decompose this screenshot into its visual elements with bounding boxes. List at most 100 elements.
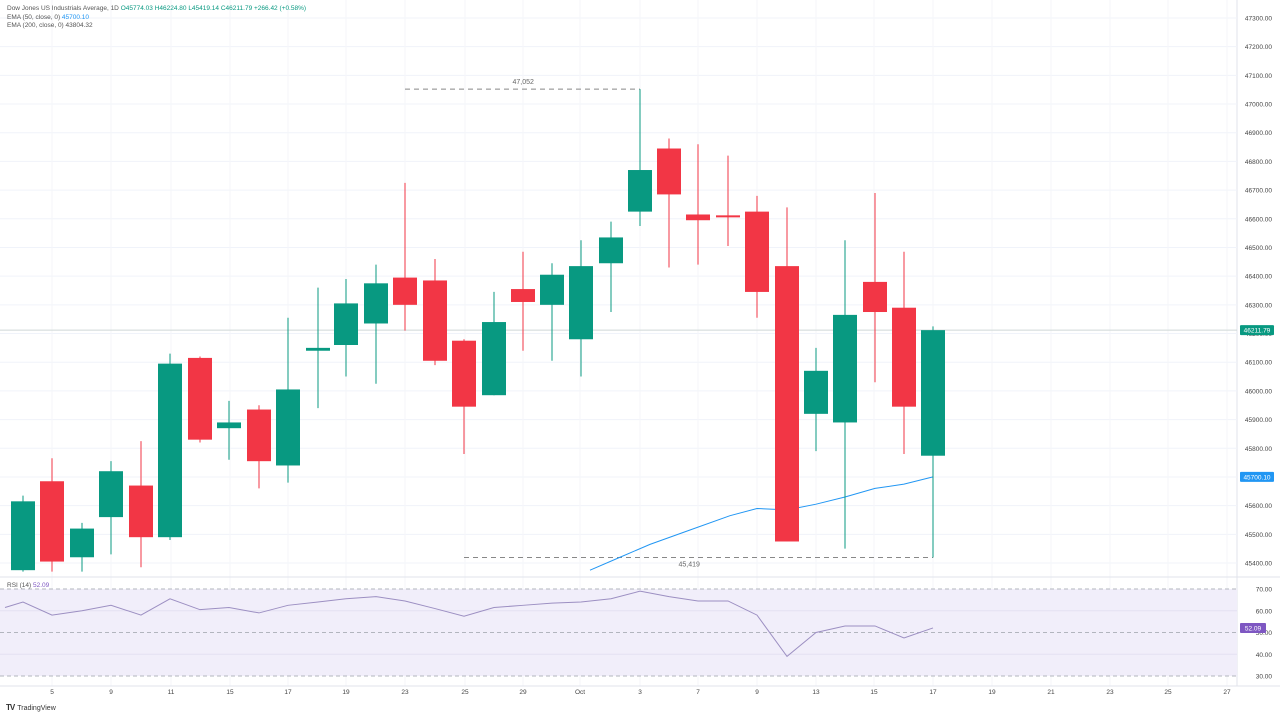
high-price-label: 47,052 <box>513 79 535 86</box>
candle <box>158 353 182 541</box>
price-tick-label: 45500.00 <box>1245 532 1272 539</box>
rsi-value-tag: 52.09 <box>1245 625 1262 632</box>
last-price-tag-bg <box>1240 325 1274 336</box>
candle <box>569 240 593 377</box>
candle-body <box>423 280 447 361</box>
candle-body <box>247 409 271 462</box>
time-tick-label: 21 <box>1047 689 1055 696</box>
candle-body <box>393 277 417 305</box>
candle-body <box>188 357 212 440</box>
rsi-value-tag-bg <box>1240 622 1266 633</box>
candle-body <box>217 422 241 429</box>
price-axis[interactable]: 45400.0045500.0045600.0045700.0045800.00… <box>1240 16 1274 568</box>
candle-body <box>99 471 123 518</box>
ema50-legend-row[interactable]: EMA (50, close, 0) 45700.10 <box>7 14 306 23</box>
tv-logo-icon: TV <box>6 703 15 712</box>
ema50-polyline <box>589 476 934 571</box>
tradingview-logo[interactable]: TV TradingView <box>6 703 56 712</box>
candle-body <box>569 266 593 340</box>
time-tick-label: 25 <box>1164 689 1172 696</box>
candle <box>40 458 64 572</box>
high-value: H46224.80 <box>154 5 187 12</box>
candle <box>745 195 769 318</box>
price-tick-label: 47200.00 <box>1245 44 1272 51</box>
time-tick-label: 15 <box>226 689 234 696</box>
candlestick-series <box>11 89 945 572</box>
rsi-line <box>4 590 934 658</box>
ema50-label: EMA (50, close, 0) <box>7 13 61 21</box>
candle-body <box>129 485 153 538</box>
time-tick-label: Oct <box>575 689 585 696</box>
time-tick-label: 23 <box>1106 689 1114 696</box>
open-value: O45774.03 <box>120 5 153 12</box>
candle-body <box>745 211 769 292</box>
change-value: +266.42 (+0.58%) <box>254 5 307 12</box>
ema50-value: 45700.10 <box>61 13 90 21</box>
candle-body <box>158 363 182 538</box>
candle-body <box>628 170 652 212</box>
brand-name: TradingView <box>17 705 56 712</box>
candle-body <box>482 322 506 396</box>
candle-body <box>833 314 857 423</box>
candle <box>511 251 535 351</box>
ema200-label: EMA (200, close, 0) <box>7 22 64 29</box>
price-tick-label: 46400.00 <box>1245 274 1272 281</box>
price-tick-label: 45600.00 <box>1245 503 1272 510</box>
price-tick-label: 46800.00 <box>1245 159 1272 166</box>
candle <box>657 138 681 268</box>
candle-body <box>863 281 887 313</box>
candle-body <box>70 528 94 558</box>
candle <box>804 347 828 452</box>
time-tick-label: 9 <box>109 689 113 696</box>
time-tick-label: 23 <box>401 689 409 696</box>
low-value: L45419.14 <box>188 5 220 12</box>
candle <box>599 221 623 313</box>
candle <box>921 326 945 558</box>
rsi-value: 52.09 <box>33 582 50 589</box>
candle <box>129 441 153 568</box>
time-tick-label: 5 <box>50 689 54 696</box>
rsi-label-text: RSI (14) <box>7 582 32 589</box>
candle <box>686 144 710 265</box>
candle-body <box>511 289 535 302</box>
symbol-title: Dow Jones US Industrials Average, 1D <box>7 5 119 12</box>
candle-body <box>599 237 623 264</box>
price-tick-label: 45800.00 <box>1245 446 1272 453</box>
time-tick-label: 19 <box>988 689 996 696</box>
price-tick-label: 46100.00 <box>1245 360 1272 367</box>
candle-body <box>657 148 681 195</box>
candle <box>188 356 212 443</box>
rsi-tick-label: 40.00 <box>1256 652 1273 659</box>
candle-body <box>276 389 300 466</box>
time-tick-label: 3 <box>638 689 642 696</box>
symbol-ohlc-row: Dow Jones US Industrials Average, 1D O45… <box>7 5 306 14</box>
candle-body <box>364 283 388 324</box>
candle <box>11 495 35 572</box>
high-low-annotations: 47,052 45,419 <box>405 79 933 569</box>
candle <box>775 207 799 542</box>
ema50-price-tag-bg <box>1240 471 1274 482</box>
price-tick-label: 45900.00 <box>1245 417 1272 424</box>
candle-body <box>306 347 330 351</box>
candle <box>70 522 94 572</box>
low-price-label: 45,419 <box>679 562 701 569</box>
price-tick-label: 46600.00 <box>1245 216 1272 223</box>
candle <box>247 405 271 489</box>
time-tick-label: 7 <box>696 689 700 696</box>
candle-body <box>540 274 564 305</box>
candle-body <box>40 481 64 562</box>
rsi-legend[interactable]: RSI (14) 52.09 <box>7 582 49 589</box>
price-tick-label: 47000.00 <box>1245 102 1272 109</box>
candle-body <box>921 330 945 456</box>
candle <box>863 192 887 383</box>
time-tick-label: 29 <box>519 689 527 696</box>
candle-body <box>892 307 916 407</box>
ema200-legend-row[interactable]: EMA (200, close, 0) 43804.32 <box>7 22 306 31</box>
candle <box>99 461 123 555</box>
time-axis[interactable]: 5 9 11 15 17 19 23 25 29 Oct 3 7 9 13 15 17 19 21 23 25 27 <box>0 685 1280 696</box>
candle <box>833 240 857 549</box>
time-tick-label: 17 <box>929 689 937 696</box>
candle <box>540 263 564 361</box>
ema50-line <box>589 476 934 571</box>
